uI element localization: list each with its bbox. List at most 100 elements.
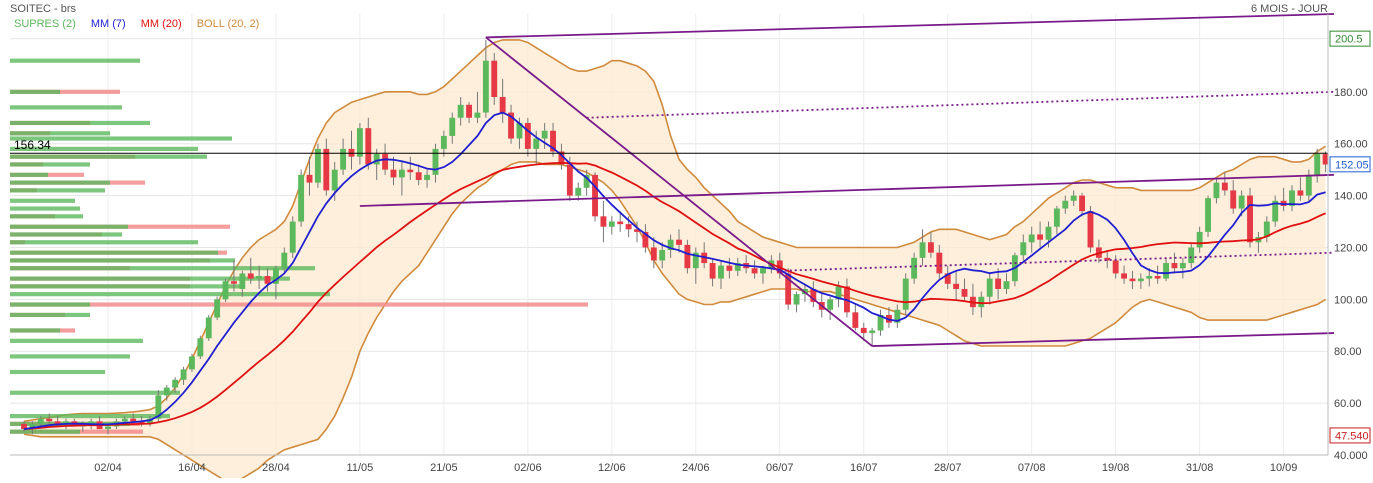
volume-bar-up: [10, 214, 83, 219]
candle-body: [457, 104, 464, 118]
candle-body: [331, 169, 338, 191]
candle-body: [46, 418, 53, 422]
candle-body: [1179, 263, 1186, 269]
candle-body: [390, 169, 397, 178]
volume-bar-down: [10, 302, 588, 307]
candle-body: [877, 314, 884, 331]
x-tick-label: 16/04: [178, 462, 206, 474]
x-tick-label: 02/04: [94, 462, 122, 474]
candle-body: [986, 278, 993, 297]
candle-body: [995, 278, 1002, 289]
candle-body: [105, 426, 111, 430]
candle-body: [852, 312, 859, 328]
candle-body: [180, 369, 187, 380]
mm7-line: [23, 111, 1326, 430]
candle-body: [944, 273, 951, 284]
candle-body: [726, 265, 733, 271]
volume-bar-up: [10, 284, 240, 289]
volume-bar-up: [10, 188, 105, 193]
resistance-label: 156.34: [14, 138, 51, 152]
candle-body: [659, 250, 666, 261]
candle-body: [214, 299, 221, 318]
candle-body: [919, 242, 926, 258]
y-tick-label: 40.000: [1334, 450, 1368, 462]
candle-body: [1163, 263, 1169, 279]
candle-body: [760, 268, 766, 274]
x-tick-label: 28/04: [262, 462, 290, 474]
x-tick-label: 19/08: [1102, 462, 1130, 474]
candle-body: [230, 281, 237, 284]
candle-body: [1129, 278, 1136, 282]
candle-body: [138, 421, 145, 424]
candle-body: [734, 263, 741, 271]
volume-bar-up: [10, 250, 218, 255]
x-tick-label: 31/08: [1186, 462, 1214, 474]
candle-body: [550, 130, 556, 152]
candle-body: [239, 273, 246, 289]
candle-body: [709, 263, 716, 279]
trend-line: [359, 173, 1335, 207]
volume-bar-down: [10, 89, 120, 94]
candle-body: [314, 148, 321, 183]
x-tick-label: 12/06: [598, 462, 626, 474]
candle-body: [634, 229, 640, 232]
candle-body: [676, 239, 682, 245]
candle-body: [499, 97, 506, 113]
candle-body: [617, 221, 624, 225]
candle-body: [953, 283, 960, 289]
candle-body: [172, 379, 179, 388]
volume-bar-up: [10, 276, 290, 281]
candle-body: [63, 421, 69, 424]
candle-body: [365, 128, 372, 165]
candle-body: [491, 60, 498, 98]
bollinger-upper-line: [23, 39, 1327, 423]
volume-bar-up: [10, 240, 198, 245]
volume-bar-up: [10, 146, 198, 151]
candle-body: [927, 242, 934, 253]
candle-body: [272, 268, 279, 284]
candle-body: [793, 294, 800, 305]
candle-body: [911, 257, 918, 279]
volume-bar-up: [10, 136, 232, 141]
candle-body: [961, 288, 968, 297]
candle-body: [516, 122, 523, 139]
candle-body: [642, 231, 649, 248]
candle-body: [440, 135, 447, 149]
candle-body: [1205, 198, 1211, 232]
candle-body: [860, 327, 867, 334]
candle-body: [155, 395, 162, 419]
max-label: 200.5: [1335, 34, 1363, 46]
volume-bar-up: [10, 338, 143, 343]
candle-body: [382, 154, 389, 170]
candle-body: [1305, 174, 1312, 196]
volume-bar-up: [10, 232, 122, 237]
period-label: 6 MOIS - JOUR: [1250, 3, 1328, 15]
x-tick-label: 10/09: [1270, 462, 1298, 474]
candle-body: [474, 112, 481, 118]
y-tick-label: 160.00: [1334, 139, 1368, 151]
candle-body: [1104, 257, 1111, 261]
candle-body: [281, 252, 288, 269]
last-value-label: 152.05: [1335, 159, 1369, 171]
candle-body: [264, 276, 271, 284]
x-tick-label: 06/07: [766, 462, 794, 474]
volume-bar-up: [10, 180, 110, 185]
volume-bar-up: [10, 266, 315, 271]
candle-body: [1112, 260, 1119, 274]
candle-body: [1028, 234, 1035, 243]
candle-body: [1272, 200, 1279, 222]
trend-line: [586, 90, 1335, 119]
volume-bar-up: [10, 224, 128, 229]
volume-bar-up: [10, 154, 207, 159]
volume-bar-up: [10, 354, 130, 359]
candle-body: [1070, 195, 1077, 201]
candle-body: [1238, 195, 1245, 209]
axes: 40.000 60.00 80.00 100.00 120.00 140.00 160.00…: [10, 14, 1368, 474]
candle-body: [566, 164, 573, 196]
volume-bar-up: [10, 413, 170, 419]
candle-body: [130, 418, 137, 422]
volume-bar-up: [10, 429, 80, 434]
candle-body: [936, 252, 943, 274]
trend-lines: [10, 13, 1335, 347]
